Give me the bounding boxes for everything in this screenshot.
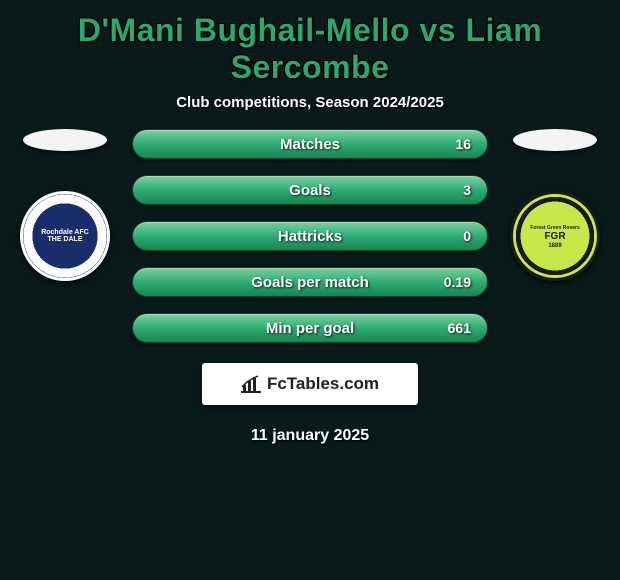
stat-value-right: 16 (455, 136, 471, 152)
chart-icon (241, 375, 261, 393)
right-club-crest: Forest Green Rovers FGR 1889 (510, 191, 600, 281)
stat-value-right: 661 (448, 320, 471, 336)
left-flag (23, 129, 107, 151)
stat-label: Goals (289, 182, 331, 199)
stat-row-mpg: Min per goal 661 (132, 313, 488, 343)
stat-label: Goals per match (251, 274, 369, 291)
stat-row-gpm: Goals per match 0.19 (132, 267, 488, 297)
page-subtitle: Club competitions, Season 2024/2025 (0, 94, 620, 129)
stat-row-hattricks: Hattricks 0 (132, 221, 488, 251)
left-club-name: Rochdale AFC THE DALE (41, 229, 89, 243)
stat-value-right: 0 (463, 228, 471, 244)
stats-list: Matches 16 Goals 3 Hattricks 0 Goals per… (132, 129, 488, 343)
left-player-col: Rochdale AFC THE DALE (10, 129, 120, 281)
brand-label: FcTables.com (267, 374, 379, 394)
stat-value-right: 0.19 (444, 274, 471, 290)
date-label: 11 january 2025 (0, 427, 620, 445)
stat-row-goals: Goals 3 (132, 175, 488, 205)
stat-label: Min per goal (266, 320, 354, 337)
brand-box[interactable]: FcTables.com (202, 363, 418, 405)
right-club-abbrev: FGR (544, 231, 565, 242)
page-title: D'Mani Bughail-Mello vs Liam Sercombe (0, 0, 620, 94)
left-club-text: Rochdale AFC (41, 229, 89, 236)
left-club-nickname: THE DALE (47, 236, 82, 243)
left-club-crest: Rochdale AFC THE DALE (20, 191, 110, 281)
right-player-col: Forest Green Rovers FGR 1889 (500, 129, 610, 281)
right-flag (513, 129, 597, 151)
stat-label: Hattricks (278, 228, 342, 245)
stat-label: Matches (280, 136, 340, 153)
comparison-row: Rochdale AFC THE DALE Matches 16 Goals 3… (0, 129, 620, 343)
right-club-name: Forest Green Rovers FGR 1889 (530, 224, 579, 249)
stat-value-right: 3 (463, 182, 471, 198)
stat-row-matches: Matches 16 (132, 129, 488, 159)
right-club-founded: 1889 (548, 243, 561, 249)
